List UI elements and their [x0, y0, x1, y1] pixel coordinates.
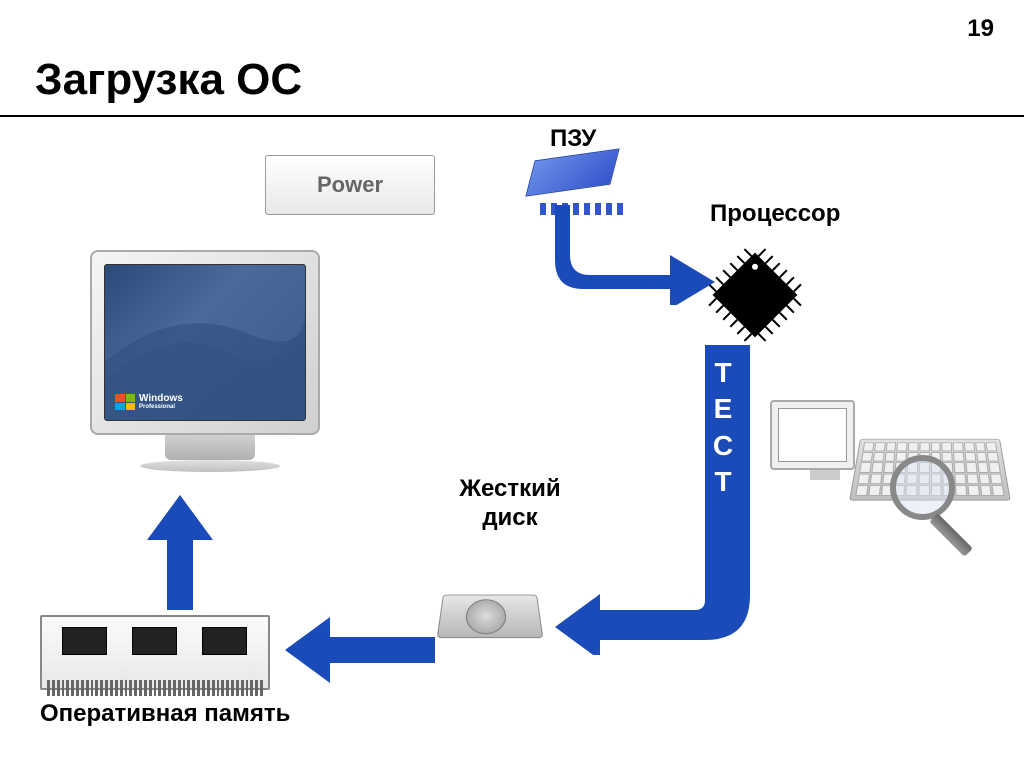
label-cpu: Процессор: [710, 200, 840, 228]
ram-module-icon: [40, 615, 270, 690]
cpu-chip-icon: [700, 240, 810, 350]
test-label: ТЕСТ: [703, 355, 743, 501]
title-underline: [0, 115, 1024, 117]
magnifier-icon: [890, 455, 990, 555]
hdd-icon: [440, 590, 550, 665]
rom-chip-icon: [530, 155, 630, 210]
windows-logo-text: Windows: [139, 394, 183, 404]
page-title: Загрузка ОС: [35, 55, 302, 105]
windows-sub-text: Professional: [139, 404, 183, 410]
arrow-ram-to-monitor: [145, 495, 215, 610]
arrow-hdd-to-ram: [285, 615, 435, 685]
arrow-rom-to-cpu: [555, 205, 715, 305]
label-rom: ПЗУ: [550, 125, 596, 153]
monitor-icon: Windows Professional: [90, 250, 330, 480]
page-number: 19: [967, 15, 994, 43]
power-button: Power: [265, 155, 435, 215]
label-ram: Оперативная память: [40, 700, 290, 728]
